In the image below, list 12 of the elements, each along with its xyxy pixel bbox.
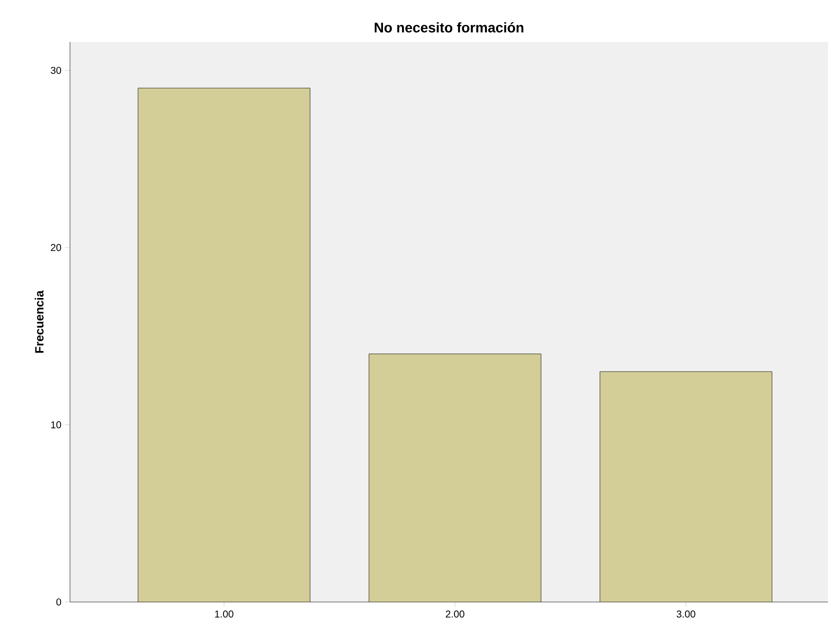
x-tick-label: 3.00 [676,610,696,618]
y-tick-label: 0 [56,598,62,606]
x-tick-label: 1.00 [215,610,234,618]
bar [138,88,310,602]
bar [600,371,772,602]
y-axis-title: Frecuencia [34,290,44,353]
bar [368,354,542,602]
y-tick-label: 20 [50,244,62,252]
y-tick-label: 30 [50,66,62,74]
x-tick-label: 2.00 [446,610,464,618]
chart-title: No necesito formación [374,22,524,32]
y-tick-label: 10 [51,421,62,428]
